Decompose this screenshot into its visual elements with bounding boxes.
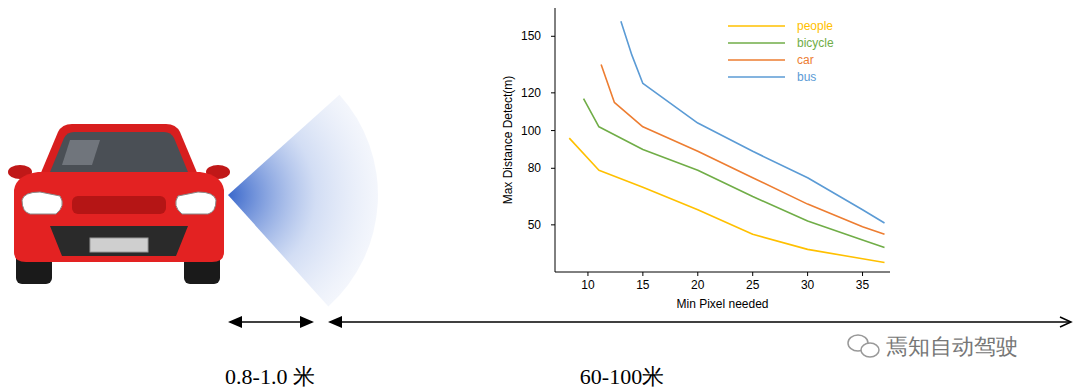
y-tick — [551, 36, 555, 37]
legend-swatch — [728, 25, 785, 27]
bumper-intake — [50, 226, 188, 256]
headlight — [176, 192, 216, 214]
x-tick-label: 20 — [691, 278, 705, 292]
distance-label: 60-100米 — [580, 364, 664, 389]
car — [8, 124, 230, 284]
x-tick — [862, 272, 863, 276]
y-tick — [551, 168, 555, 169]
arrow-head — [328, 316, 342, 328]
x-tick — [587, 272, 588, 276]
legend-label: bus — [797, 70, 816, 84]
icon-bubble — [861, 343, 879, 357]
y-tick — [551, 130, 555, 131]
arrow-head — [228, 316, 242, 328]
y-tick-label: 150 — [521, 29, 541, 43]
x-axis-title: Min Pixel needed — [676, 297, 768, 311]
car-roof — [40, 124, 198, 175]
windshield — [50, 132, 188, 172]
legend: people bicycle car bus — [728, 19, 834, 84]
x-tick-label: 10 — [581, 278, 595, 292]
distance-label: 0.8-1.0 米 — [225, 364, 315, 389]
watermark: 焉知自动驾驶 — [886, 334, 1018, 359]
windshield-glare — [62, 140, 100, 165]
chart: 50 80 100 120 150 10 15 20 25 30 35 Min Pixel neede… — [501, 8, 890, 311]
x-tick — [752, 272, 753, 276]
sensor-fan — [228, 95, 378, 307]
x-tick-label: 35 — [856, 278, 870, 292]
legend-label: bicycle — [797, 36, 834, 50]
plot-area — [569, 21, 884, 262]
x-tick — [642, 272, 643, 276]
canvas: 0.8-1.0 米 60-100米 焉知自动驾驶 50 80 100 120 150 10 15 2… — [0, 0, 1080, 391]
y-tick-label: 120 — [521, 86, 541, 100]
legend-swatch — [728, 42, 785, 44]
arrow-line — [230, 321, 312, 323]
y-axis-title: Max Distance Detect(m) — [501, 76, 515, 205]
grille — [72, 196, 166, 214]
series-line — [621, 21, 885, 223]
arrow-line — [330, 321, 1070, 323]
x-axis — [555, 272, 890, 273]
series-line — [584, 99, 885, 248]
y-tick — [551, 92, 555, 93]
headlight — [22, 192, 62, 214]
y-axis — [555, 8, 556, 272]
legend-label: car — [797, 53, 814, 67]
y-tick-label: 100 — [521, 124, 541, 138]
arrow-head — [1060, 317, 1071, 327]
x-tick-label: 25 — [746, 278, 760, 292]
legend-label: people — [797, 19, 833, 33]
license-plate — [90, 238, 148, 252]
series-line — [569, 138, 884, 262]
x-tick-label: 15 — [636, 278, 650, 292]
x-tick-label: 30 — [801, 278, 815, 292]
legend-swatch — [728, 76, 785, 78]
x-tick — [697, 272, 698, 276]
y-tick-label: 80 — [528, 161, 542, 175]
y-tick-label: 50 — [528, 218, 542, 232]
series-line — [601, 65, 884, 235]
car-body — [14, 172, 224, 262]
distance-arrows — [228, 316, 1071, 328]
arrow-head — [300, 316, 314, 328]
y-tick — [551, 224, 555, 225]
legend-swatch — [728, 59, 785, 61]
x-tick — [807, 272, 808, 276]
watermark-icon — [848, 335, 879, 357]
